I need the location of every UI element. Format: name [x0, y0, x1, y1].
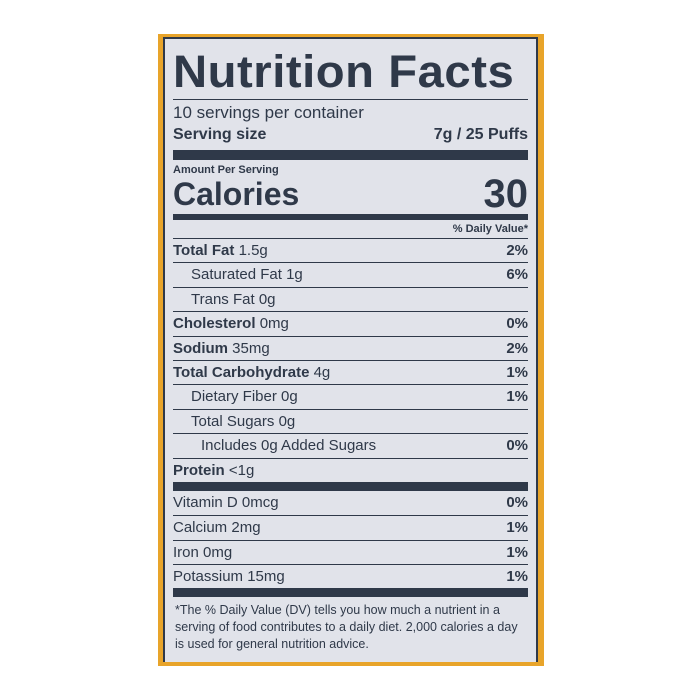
serving-size-label: Serving size	[173, 126, 267, 143]
nutrient-row: Protein <1g	[173, 457, 528, 482]
nutrient-row: Total Carbohydrate 4g 1%	[173, 359, 528, 384]
thick-divider	[173, 150, 528, 160]
nutrient-row: Cholesterol 0mg 0%	[173, 311, 528, 335]
medium-divider	[173, 214, 528, 220]
thick-divider	[173, 481, 528, 491]
nutrient-row: Trans Fat 0g	[173, 286, 528, 311]
amount-per-serving: Amount Per Serving	[173, 164, 279, 176]
divider	[173, 99, 528, 100]
vitamin-row: Iron 0mg 1%	[173, 539, 528, 564]
nutrient-row: Saturated Fat 1g 6%	[173, 262, 528, 286]
thick-divider	[173, 588, 528, 598]
nutrition-label: Nutrition Facts 10 servings per containe…	[163, 37, 538, 662]
nutrient-row: Sodium 35mg 2%	[173, 335, 528, 360]
footnote: *The % Daily Value (DV) tells you how mu…	[175, 603, 518, 652]
serving-size-value: 7g / 25 Puffs	[433, 126, 528, 143]
vitamin-row: Potassium 15mg 1%	[173, 564, 528, 588]
label-title: Nutrition Facts	[173, 46, 515, 97]
daily-value-header: % Daily Value*	[452, 223, 528, 235]
nutrient-row: Total Sugars 0g	[173, 408, 528, 433]
vitamin-row: Calcium 2mg 1%	[173, 515, 528, 539]
calories-label: Calories	[173, 176, 300, 212]
vitamin-row: Vitamin D 0mcg 0%	[173, 493, 528, 511]
calories: Calories 30	[173, 172, 529, 216]
nutrient-row: Dietary Fiber 0g 1%	[173, 384, 528, 408]
calories-value: 30	[483, 172, 529, 216]
servings-per-container: 10 servings per container	[173, 103, 364, 122]
nutrient-row: Includes 0g Added Sugars 0%	[173, 433, 528, 457]
serving-size: Serving size 7g / 25 Puffs	[173, 124, 528, 146]
nutrient-row: Total Fat 1.5g 2%	[173, 238, 528, 262]
